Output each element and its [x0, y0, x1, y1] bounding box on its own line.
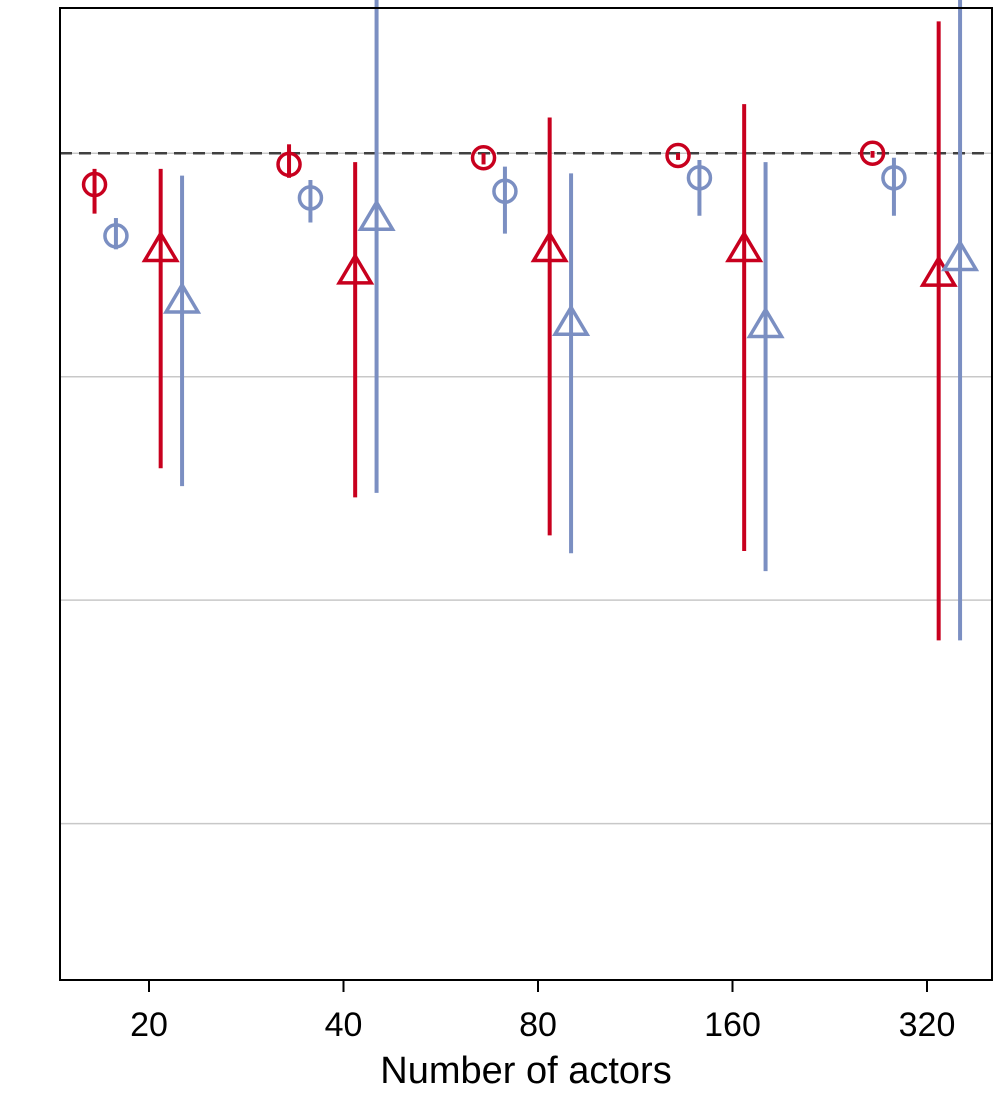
data-point	[297, 180, 324, 223]
gridlines	[60, 152, 992, 825]
data-point	[665, 142, 691, 169]
data-point	[81, 168, 108, 214]
data-point	[940, 0, 980, 641]
triangle-marker	[336, 252, 375, 285]
data-point	[141, 168, 180, 469]
data-point	[103, 218, 129, 250]
triangle-marker	[530, 230, 569, 263]
x-tick-label: 160	[704, 1006, 761, 1044]
circle-marker	[686, 165, 713, 191]
triangle-marker	[919, 254, 958, 287]
x-tick-label: 320	[899, 1006, 956, 1044]
x-axis-title: Number of actors	[380, 1050, 671, 1092]
x-tick-label: 20	[130, 1006, 168, 1044]
data-point	[492, 166, 518, 234]
triangle-marker	[357, 198, 396, 232]
data-point	[859, 140, 886, 166]
circle-marker	[859, 140, 886, 166]
x-tick-label: 80	[519, 1006, 557, 1044]
circle-marker	[276, 151, 302, 178]
triangle-marker	[725, 230, 764, 263]
triangle-marker	[162, 281, 202, 314]
data-point	[336, 162, 375, 498]
data-point	[162, 175, 202, 487]
data-point	[919, 21, 958, 641]
data-point	[357, 0, 396, 493]
circle-marker	[297, 185, 324, 211]
circle-marker	[470, 144, 497, 171]
data-point	[725, 104, 764, 551]
data-point	[551, 173, 591, 554]
data-point	[881, 157, 907, 216]
circle-marker	[103, 223, 129, 249]
triangle-marker	[141, 230, 180, 263]
circle-marker	[492, 178, 518, 204]
plot-frame	[59, 7, 993, 981]
triangle-marker	[746, 306, 785, 339]
triangle-marker	[940, 239, 980, 272]
data-point	[530, 117, 569, 536]
circle-marker	[81, 171, 108, 198]
data-point	[746, 162, 785, 572]
circle-marker	[665, 142, 691, 169]
x-tick-label: 40	[325, 1006, 363, 1044]
data-point	[686, 159, 713, 216]
circle-marker	[881, 165, 907, 191]
series-group	[81, 0, 980, 641]
data-point	[470, 144, 497, 171]
triangle-marker	[551, 303, 591, 337]
data-point	[276, 144, 302, 178]
x-axis: 20 40 80 160 320	[130, 980, 955, 1044]
